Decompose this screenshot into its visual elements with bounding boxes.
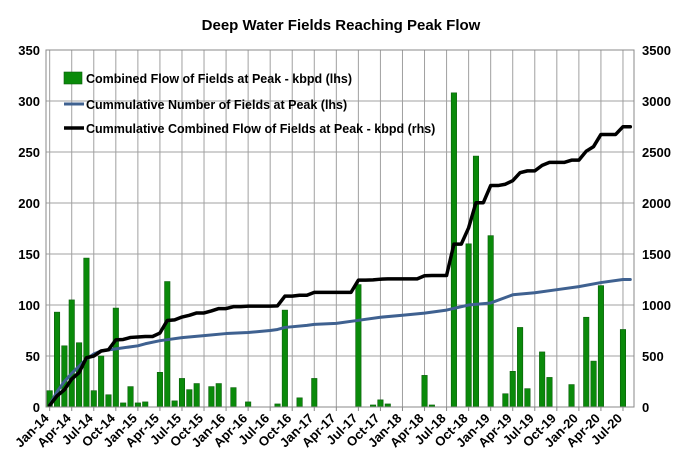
y-tick-label-right: 3000 [642,94,671,109]
legend-label-bar: Combined Flow of Fields at Peak - kbpd (… [86,72,352,86]
y-tick-label-right: 2500 [642,145,671,160]
bar [311,378,318,408]
y-tick-label-right: 1000 [642,298,671,313]
bar [568,384,575,408]
bar [465,243,472,408]
bar [539,351,546,408]
y-tick-label-left: 0 [33,400,40,415]
bar [281,309,288,408]
y-tick-label-left: 150 [18,247,40,262]
bar [134,402,141,408]
bar [61,345,68,408]
bar [142,401,149,408]
chart-title: Deep Water Fields Reaching Peak Flow [202,17,481,34]
bar [208,386,215,408]
bar [377,399,384,408]
bar [68,299,75,408]
bar [296,397,303,408]
bar [421,375,428,408]
y-tick-label-right: 0 [642,400,649,415]
bar [215,383,222,408]
bar [105,394,112,408]
bar [546,377,553,408]
axes: 0501001502002503003500500100015002000250… [12,43,671,450]
bar [83,257,90,408]
y-tick-label-left: 250 [18,145,40,160]
bar [509,370,516,408]
bar [245,401,252,408]
y-tick-label-right: 500 [642,349,664,364]
bar [597,285,604,408]
legend-label-cumflow: Cummulative Combined Flow of Fields at P… [86,122,435,136]
bar [517,327,524,408]
bar [619,329,627,408]
bar [355,284,362,408]
y-tick-label-right: 3500 [642,43,671,58]
legend-swatch-bar [63,71,83,85]
bar [193,383,200,408]
y-tick-label-right: 2000 [642,196,671,211]
bar [120,402,127,408]
line-cumulative-flow [47,124,633,408]
bar [487,235,494,408]
bar [502,393,509,408]
bar [164,281,171,408]
bar [583,316,590,408]
bar [98,355,105,408]
bar [156,372,163,408]
line-series [47,124,633,408]
y-tick-label-right: 1500 [642,247,671,262]
plot-area-border [45,49,635,408]
bar [171,400,178,408]
bar [590,360,597,408]
y-tick-label-left: 50 [26,349,40,364]
bar [178,378,185,408]
legend: Combined Flow of Fields at Peak - kbpd (… [63,71,435,136]
bar [186,389,193,408]
y-tick-label-left: 100 [18,298,40,313]
bar [127,386,134,408]
bar [472,155,480,408]
y-tick-label-left: 200 [18,196,40,211]
legend-label-count: Cummulative Number of Fields at Peak (lh… [86,98,347,112]
bar [230,387,237,408]
bar [524,388,531,408]
bar [90,390,97,408]
bar [112,307,119,408]
y-tick-label-left: 350 [18,43,40,58]
gridlines [46,50,634,407]
y-tick-label-left: 300 [18,94,40,109]
